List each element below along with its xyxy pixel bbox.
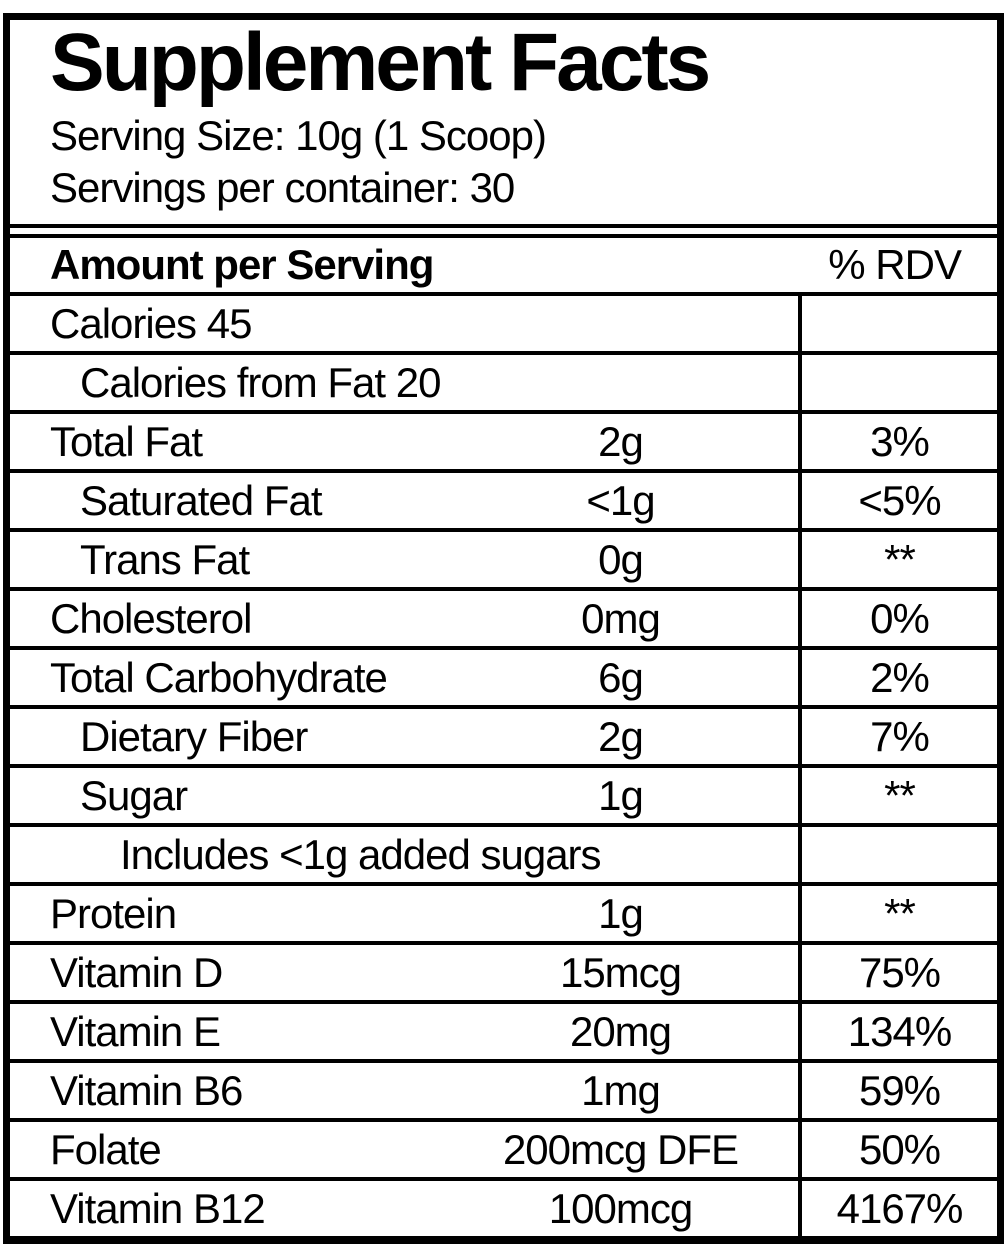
nutrient-rdv: 3% <box>798 414 997 469</box>
table-row: Trans Fat 0g ** <box>10 528 997 587</box>
nutrient-name: Saturated Fat <box>80 476 322 524</box>
row-left-cell: Cholesterol 0mg <box>10 591 798 646</box>
nutrient-rdv: 2% <box>798 650 997 705</box>
table-row: Includes <1g added sugars <box>10 823 997 882</box>
nutrient-rdv: 0% <box>798 591 997 646</box>
row-left-cell: Vitamin B6 1mg <box>10 1063 798 1118</box>
table-header-row: Amount per Serving % RDV <box>10 238 997 292</box>
nutrient-rdv: 50% <box>798 1122 997 1177</box>
row-left-cell: Includes <1g added sugars <box>10 827 798 882</box>
serving-size-line: Serving Size: 10g (1 Scoop) <box>50 112 547 159</box>
nutrient-amount: 0mg <box>581 594 661 642</box>
nutrient-amount: 1mg <box>581 1066 661 1114</box>
row-left-cell: Vitamin E 20mg <box>10 1004 798 1059</box>
nutrient-amount: 1g <box>598 889 644 937</box>
supplement-facts-label: Supplement Facts Serving Size: 10g (1 Sc… <box>3 13 1004 1244</box>
nutrient-name: Vitamin D <box>50 948 223 996</box>
nutrient-amount: 100mcg <box>548 1184 693 1232</box>
row-left-cell: Folate 200mcg DFE <box>10 1122 798 1177</box>
nutrient-rdv: 75% <box>798 945 997 1000</box>
amount-per-serving-header: Amount per Serving <box>50 241 434 288</box>
table-row: Total Carbohydrate 6g 2% <box>10 646 997 705</box>
nutrient-name: Trans Fat <box>80 535 250 583</box>
nutrient-amount: 20mg <box>569 1007 672 1055</box>
row-left-cell: Total Fat 2g <box>10 414 798 469</box>
table-row: Vitamin D 15mcg 75% <box>10 941 997 1000</box>
table-row: Total Fat 2g 3% <box>10 410 997 469</box>
nutrient-rdv: 7% <box>798 709 997 764</box>
nutrient-rdv: 59% <box>798 1063 997 1118</box>
nutrient-name: Vitamin B6 <box>50 1066 243 1114</box>
nutrient-rdv: 4167% <box>798 1181 997 1236</box>
row-left-cell: Dietary Fiber 2g <box>10 709 798 764</box>
nutrient-name: Folate <box>50 1125 162 1173</box>
nutrient-rdv <box>798 827 997 882</box>
nutrient-rdv: ** <box>798 768 997 823</box>
nutrient-name: Vitamin B12 <box>50 1184 266 1232</box>
table-row: Calories from Fat 20 <box>10 351 997 410</box>
row-left-cell: Saturated Fat <1g <box>10 473 798 528</box>
nutrient-name: Calories from Fat 20 <box>80 358 441 406</box>
row-left-cell: Calories 45 <box>10 296 798 351</box>
table-row: Sugar 1g ** <box>10 764 997 823</box>
nutrient-name: Includes <1g added sugars <box>120 830 602 878</box>
rdv-header: % RDV <box>828 241 962 288</box>
row-left-cell: Vitamin B12 100mcg <box>10 1181 798 1236</box>
nutrient-name: Dietary Fiber <box>80 712 308 760</box>
row-left-cell: Vitamin D 15mcg <box>10 945 798 1000</box>
table-row: Vitamin E 20mg 134% <box>10 1000 997 1059</box>
facts-rows: Calories 45 Calories from Fat 20 Total F… <box>10 292 997 1236</box>
table-row: Cholesterol 0mg 0% <box>10 587 997 646</box>
row-left-cell: Protein 1g <box>10 886 798 941</box>
servings-per-container-line: Servings per container: 30 <box>50 164 515 211</box>
nutrient-rdv: <5% <box>798 473 997 528</box>
table-row: Vitamin B12 100mcg 4167% <box>10 1177 997 1236</box>
row-left-cell: Total Carbohydrate 6g <box>10 650 798 705</box>
nutrient-amount: <1g <box>586 476 655 524</box>
nutrient-rdv <box>798 355 997 410</box>
nutrient-name: Vitamin E <box>50 1007 221 1055</box>
label-title: Supplement Facts <box>50 17 711 108</box>
table-row: Saturated Fat <1g <5% <box>10 469 997 528</box>
nutrient-name: Protein <box>50 889 177 937</box>
row-left-cell: Calories from Fat 20 <box>10 355 798 410</box>
nutrient-name: Calories 45 <box>50 299 252 347</box>
row-left-cell: Sugar 1g <box>10 768 798 823</box>
nutrient-name: Total Fat <box>50 417 203 465</box>
nutrient-amount: 2g <box>598 712 644 760</box>
nutrient-amount: 6g <box>598 653 644 701</box>
nutrient-amount: 200mcg DFE <box>502 1125 739 1173</box>
table-row: Folate 200mcg DFE 50% <box>10 1118 997 1177</box>
title-section: Supplement Facts Serving Size: 10g (1 Sc… <box>10 20 997 228</box>
nutrient-rdv: ** <box>798 532 997 587</box>
nutrient-amount: 0g <box>598 535 644 583</box>
row-left-cell: Trans Fat 0g <box>10 532 798 587</box>
table-row: Protein 1g ** <box>10 882 997 941</box>
nutrient-amount: 15mcg <box>559 948 682 996</box>
nutrient-name: Cholesterol <box>50 594 252 642</box>
nutrient-rdv: ** <box>798 886 997 941</box>
nutrient-amount: 1g <box>598 771 644 819</box>
nutrient-rdv: 134% <box>798 1004 997 1059</box>
nutrient-name: Sugar <box>80 771 188 819</box>
table-row: Calories 45 <box>10 292 997 351</box>
table-row: Vitamin B6 1mg 59% <box>10 1059 997 1118</box>
nutrient-name: Total Carbohydrate <box>50 653 388 701</box>
nutrient-amount: 2g <box>598 417 644 465</box>
facts-table: Amount per Serving % RDV Calories 45 Cal… <box>10 234 997 1237</box>
table-row: Dietary Fiber 2g 7% <box>10 705 997 764</box>
nutrient-rdv <box>798 296 997 351</box>
